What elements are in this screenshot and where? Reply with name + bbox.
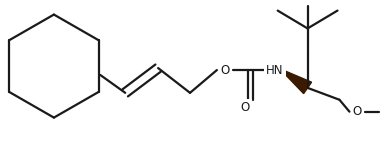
Text: O: O bbox=[353, 105, 362, 118]
Text: O: O bbox=[220, 64, 229, 76]
Polygon shape bbox=[281, 70, 312, 94]
Text: HN: HN bbox=[266, 64, 283, 76]
Text: O: O bbox=[240, 101, 250, 114]
